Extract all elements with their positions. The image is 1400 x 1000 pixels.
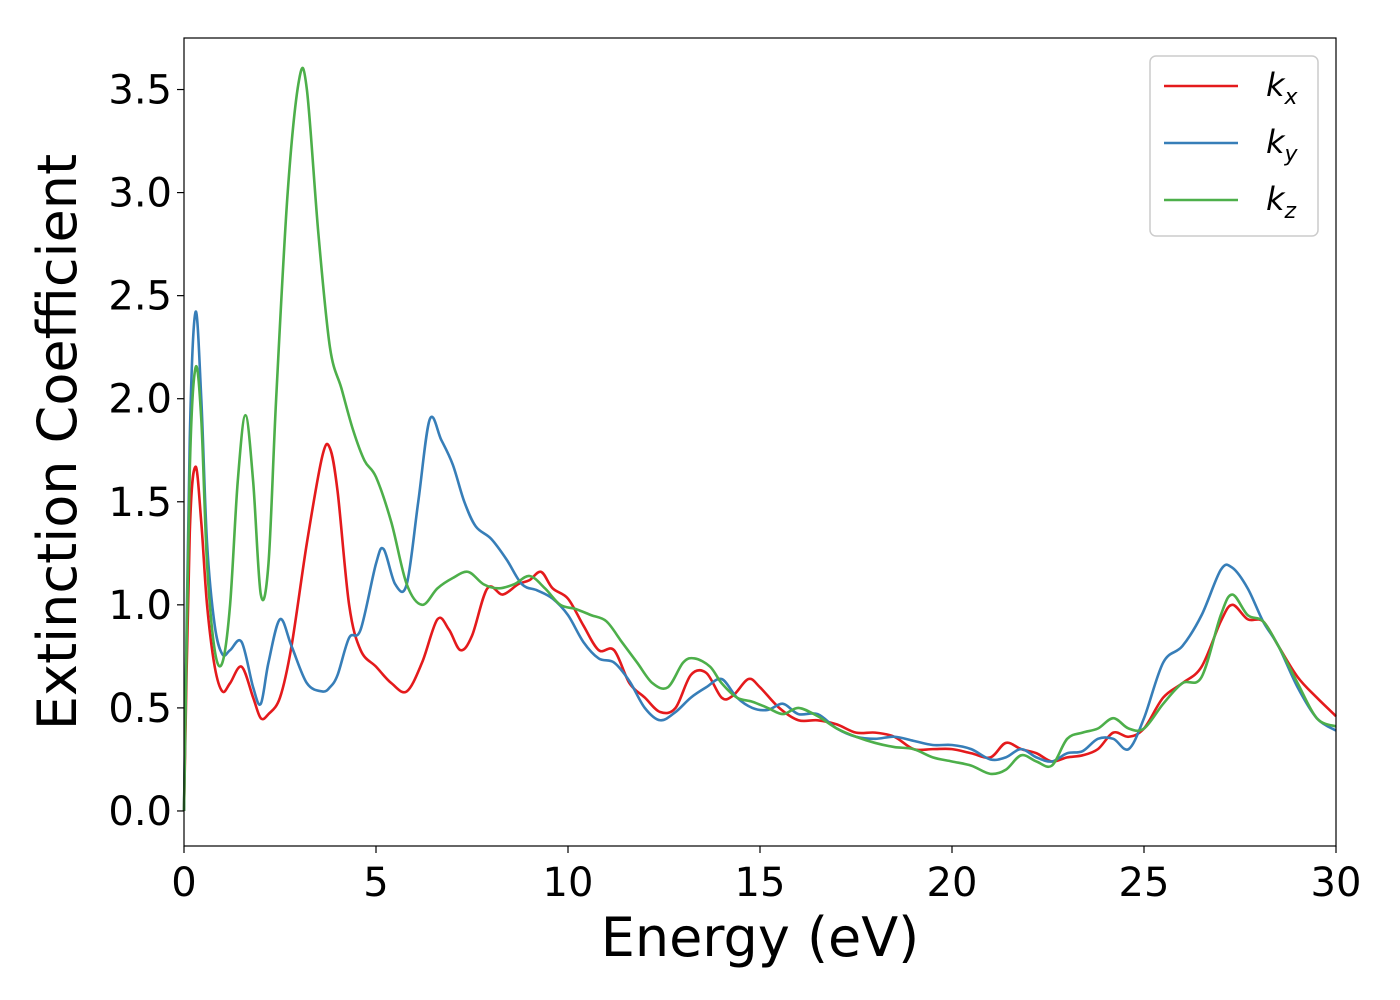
x-tick-label: 20 xyxy=(927,860,978,906)
y-tick-label: 1.5 xyxy=(108,480,172,526)
legend-label-main: k xyxy=(1266,123,1286,161)
legend-label-x: kx xyxy=(1266,66,1299,110)
y-tick-label: 3.5 xyxy=(108,68,172,114)
series-line-z xyxy=(182,66,1337,811)
legend-box xyxy=(1149,55,1319,237)
y-tick-label: 0.0 xyxy=(108,789,172,835)
x-tick-label: 15 xyxy=(735,860,786,906)
legend-label-y: ky xyxy=(1266,123,1299,167)
y-axis: 0.0 0.5 1.0 1.5 2.0 2.5 3.0 3.5 xyxy=(108,68,184,835)
legend-label-main: k xyxy=(1266,66,1286,104)
x-tick-label: 5 xyxy=(363,860,388,906)
x-tick-label: 25 xyxy=(1119,860,1170,906)
legend-label-subscript: y xyxy=(1284,142,1299,167)
x-tick-label: 30 xyxy=(1311,860,1362,906)
plot-area xyxy=(184,38,1336,846)
legend-label-z: kz xyxy=(1266,180,1297,224)
x-tick-label: 0 xyxy=(171,860,196,906)
y-tick-label: 0.5 xyxy=(108,686,172,732)
y-tick-label: 3.0 xyxy=(108,171,172,217)
x-axis: 0 5 10 15 20 25 30 xyxy=(171,846,1361,906)
legend-label-subscript: z xyxy=(1284,199,1297,224)
series-line-y xyxy=(182,310,1337,811)
legend-label-main: k xyxy=(1266,180,1286,218)
x-axis-label: Energy (eV) xyxy=(601,906,920,969)
y-tick-label: 2.5 xyxy=(108,274,172,320)
legend-label-subscript: x xyxy=(1284,85,1299,110)
series-layer xyxy=(182,66,1337,811)
y-axis-label: Extinction Coefficient xyxy=(26,154,89,730)
y-tick-label: 1.0 xyxy=(108,583,172,629)
y-tick-label: 2.0 xyxy=(108,377,172,423)
series-line-x xyxy=(182,442,1337,811)
x-tick-label: 10 xyxy=(543,860,594,906)
